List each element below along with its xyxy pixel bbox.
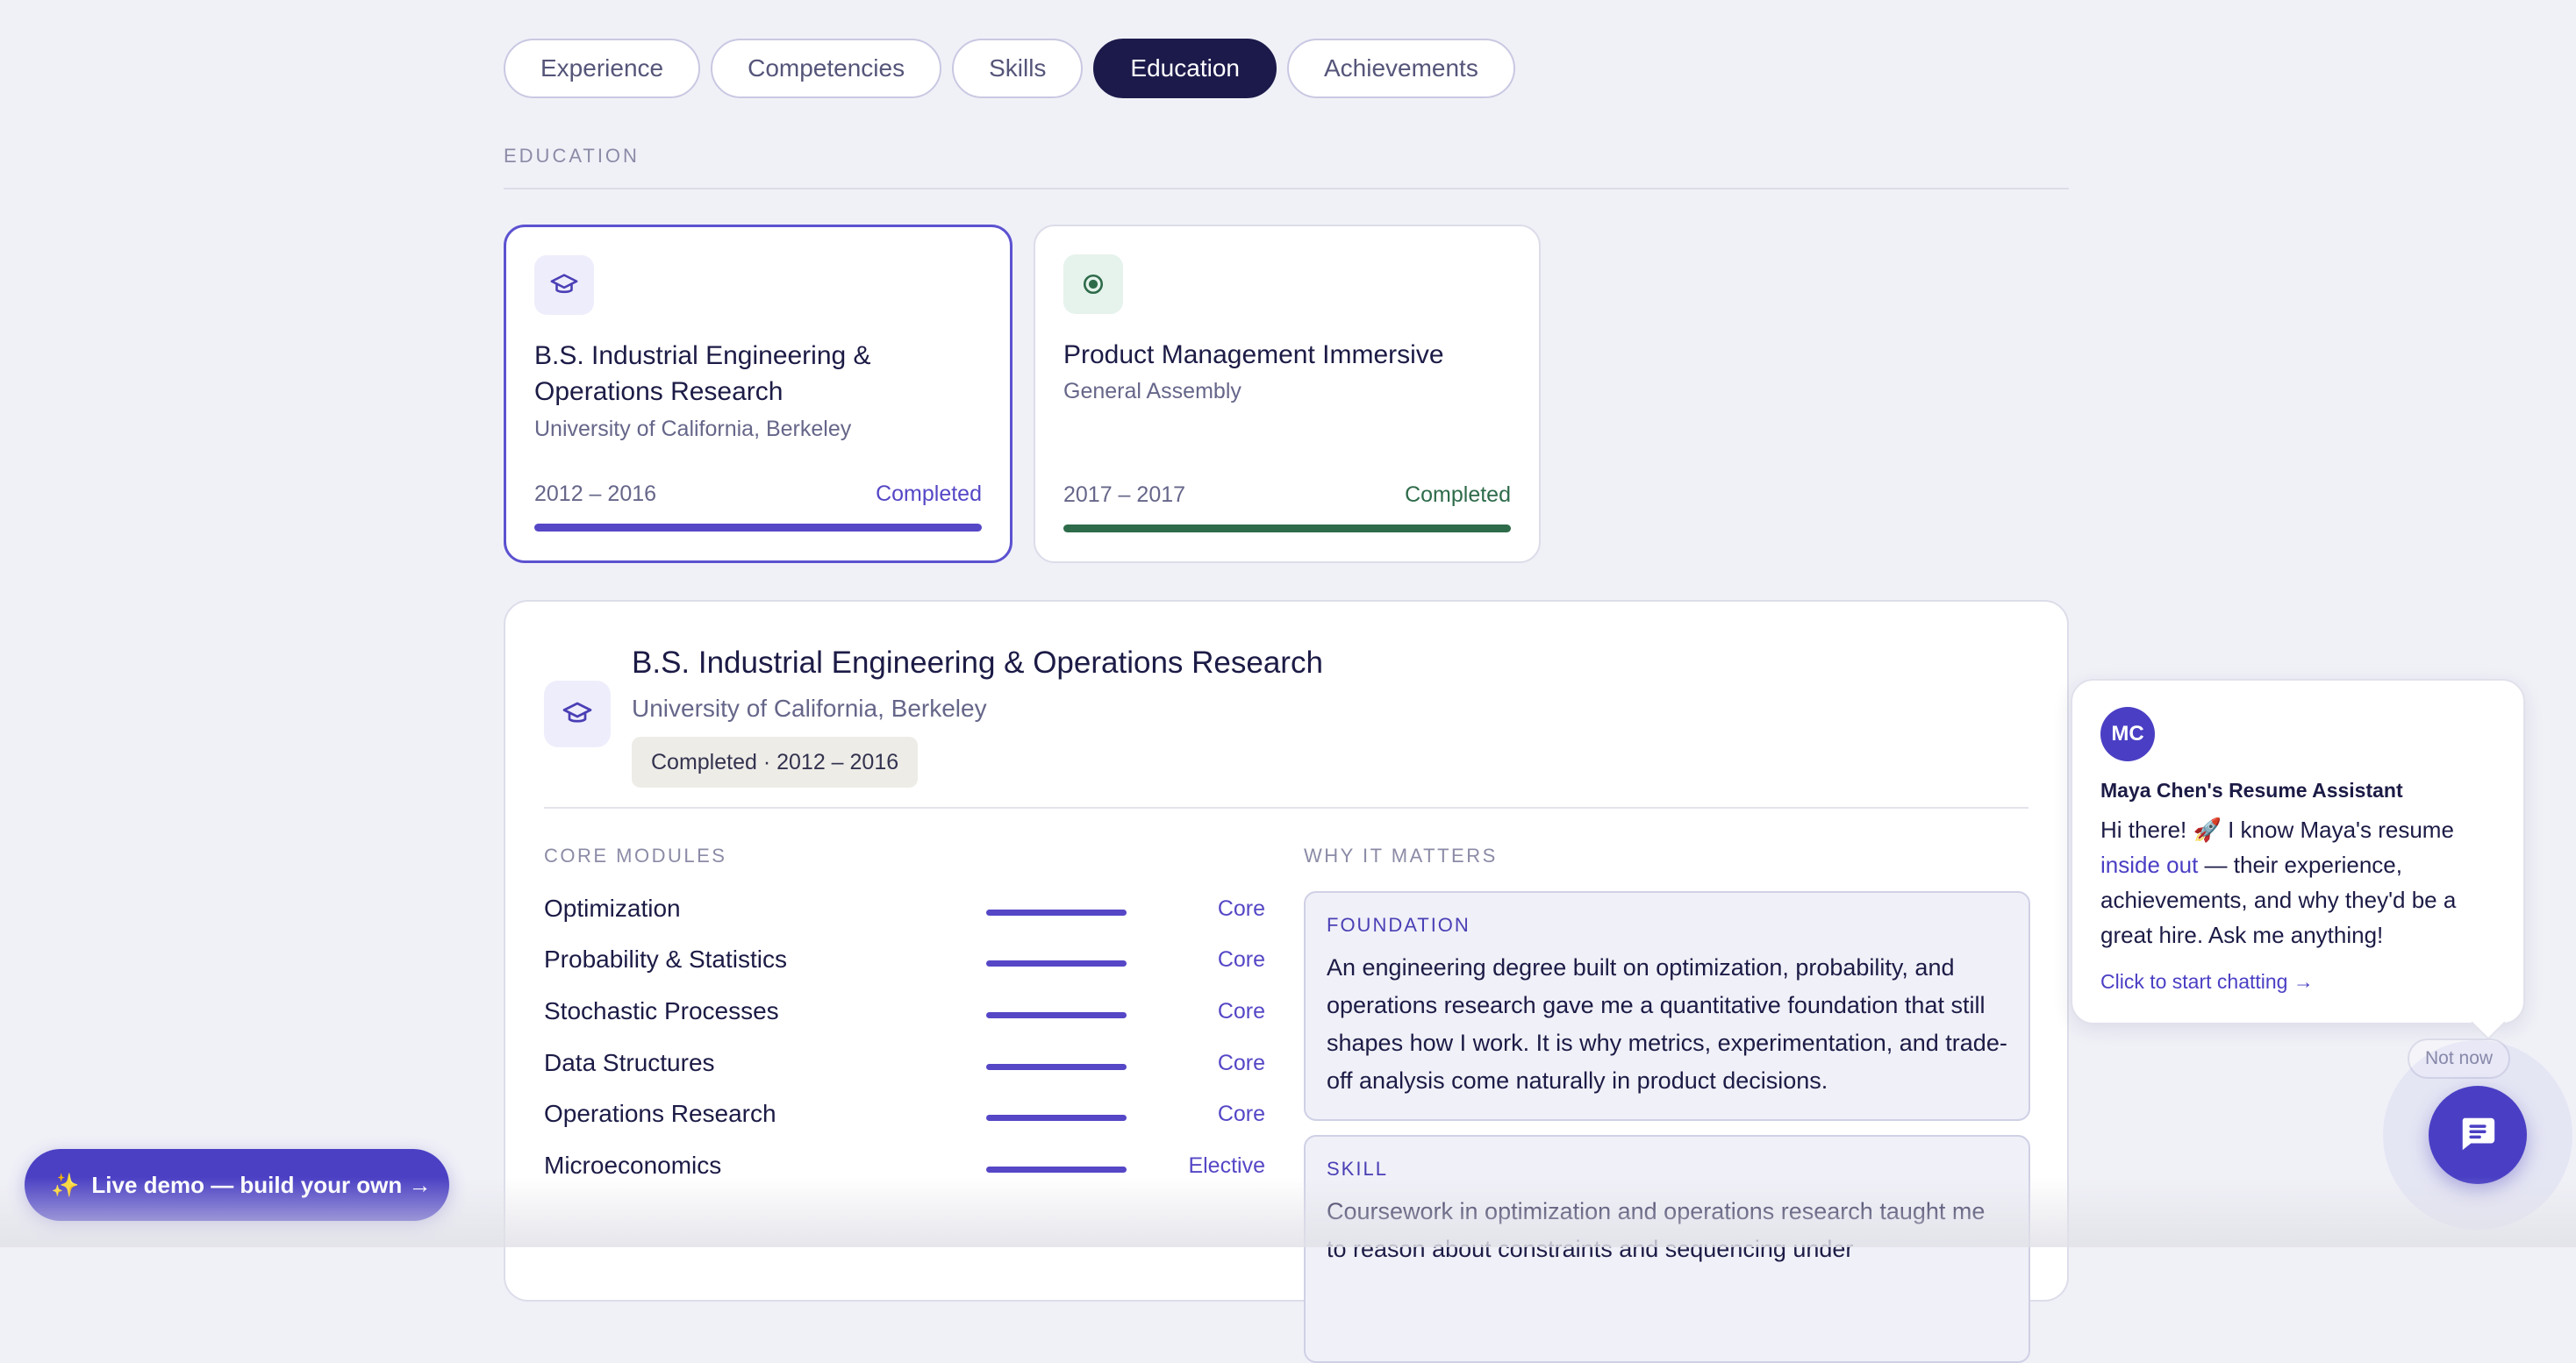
module-bar	[986, 1167, 1127, 1173]
card-org: General Assembly	[1063, 379, 1241, 403]
why-skill-box: SKILL Coursework in optimization and ope…	[1304, 1135, 2030, 1363]
module-bar	[986, 960, 1127, 967]
tab-competencies[interactable]: Competencies	[711, 39, 942, 98]
module-row: Stochastic Processes Core	[544, 997, 1265, 1032]
chat-launcher-button[interactable]	[2429, 1086, 2527, 1184]
module-row: Operations Research Core	[544, 1100, 1265, 1135]
module-bar	[986, 1115, 1127, 1121]
why-label: SKILL	[1327, 1158, 1388, 1180]
card-title: B.S. Industrial Engineering & Operations…	[534, 341, 871, 406]
module-level: Core	[1217, 1102, 1265, 1126]
popup-tail	[2471, 1005, 2506, 1040]
card-org: University of California, Berkeley	[534, 417, 852, 441]
assistant-name: Maya Chen's Resume Assistant	[2100, 779, 2403, 802]
education-detail-panel: B.S. Industrial Engineering & Operations…	[504, 600, 2069, 1363]
why-text: An engineering degree built on optimizat…	[1327, 954, 2007, 1094]
card-years: 2012 – 2016	[534, 482, 657, 506]
chat-bubble-icon	[2458, 1113, 2498, 1158]
module-bar	[986, 1012, 1127, 1018]
card-status: Completed	[1405, 482, 1511, 507]
detail-divider	[544, 807, 2029, 809]
chat-invite-popup[interactable]: MC Maya Chen's Resume Assistant Hi there…	[2071, 679, 2525, 1040]
graduation-cap-icon	[544, 681, 611, 747]
chat-message: Hi there! 🚀 I know Maya's resume inside …	[2100, 817, 2457, 948]
module-name: Data Structures	[544, 1049, 715, 1076]
detail-org: University of California, Berkeley	[632, 695, 987, 722]
module-level: Core	[1217, 999, 1265, 1024]
module-name: Optimization	[544, 895, 681, 922]
why-label: FOUNDATION	[1327, 914, 1470, 936]
status-badge: Completed · 2012 – 2016	[632, 737, 919, 788]
section-heading: EDUCATION	[504, 145, 640, 167]
why-it-matters-heading: WHY IT MATTERS	[1304, 845, 1498, 867]
target-icon	[1063, 254, 1123, 314]
module-bar	[986, 910, 1127, 916]
module-level: Core	[1217, 947, 1265, 972]
detail-title: B.S. Industrial Engineering & Operations…	[632, 646, 1323, 680]
why-foundation-box: FOUNDATION An engineering degree built o…	[1304, 891, 2030, 1121]
module-level: Core	[1217, 1051, 1265, 1075]
sparkles-icon: ✨	[51, 1171, 80, 1198]
module-name: Operations Research	[544, 1100, 776, 1127]
module-name: Stochastic Processes	[544, 997, 779, 1024]
why-text: Coursework in optimization and operation…	[1327, 1198, 1986, 1262]
live-demo-button[interactable]: ✨ Live demo — build your own →	[25, 1149, 449, 1221]
section-tabs: Experience Competencies Skills Education…	[504, 39, 1515, 98]
start-chat-link[interactable]: Click to start chatting →	[2100, 970, 2314, 993]
section-divider	[504, 188, 2069, 189]
avatar: MC	[2100, 707, 2155, 761]
tab-achievements[interactable]: Achievements	[1286, 39, 1515, 98]
live-demo-label: Live demo — build your own →	[91, 1171, 432, 1198]
module-level: Core	[1217, 896, 1265, 921]
card-progress-bar	[534, 524, 982, 532]
card-status: Completed	[876, 482, 982, 506]
module-bar	[986, 1064, 1127, 1070]
tab-experience[interactable]: Experience	[504, 39, 701, 98]
tab-skills[interactable]: Skills	[952, 39, 1084, 98]
module-name: Microeconomics	[544, 1152, 722, 1179]
card-progress-bar	[1063, 525, 1511, 532]
tab-education[interactable]: Education	[1093, 39, 1277, 98]
education-card-general-assembly[interactable]: Product Management Immersive General Ass…	[1034, 225, 1541, 563]
not-now-button[interactable]: Not now	[2408, 1038, 2511, 1079]
module-row: Probability & Statistics Core	[544, 946, 1265, 981]
core-modules-heading: CORE MODULES	[544, 845, 727, 867]
card-title: Product Management Immersive	[1063, 340, 1444, 369]
module-row: Data Structures Core	[544, 1049, 1265, 1084]
card-years: 2017 – 2017	[1063, 482, 1186, 507]
education-card-berkeley[interactable]: B.S. Industrial Engineering & Operations…	[504, 225, 1013, 563]
module-row: Microeconomics Elective	[544, 1152, 1265, 1187]
module-row: Optimization Core	[544, 895, 1265, 930]
graduation-cap-icon	[534, 255, 594, 315]
module-level: Elective	[1188, 1153, 1265, 1178]
module-name: Probability & Statistics	[544, 946, 787, 973]
